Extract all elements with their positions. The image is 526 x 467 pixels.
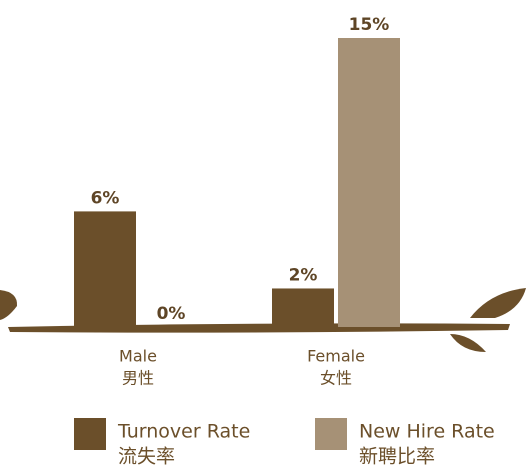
legend-label: Turnover Rate (117, 421, 250, 443)
leaf (470, 288, 526, 318)
category-label: Female (307, 347, 365, 366)
legend-label: New Hire Rate (359, 421, 495, 443)
category-label-zh: 女性 (320, 369, 352, 388)
category-label-zh: 男性 (122, 369, 154, 388)
legend-swatch (74, 418, 106, 450)
legend-label-zh: 新聘比率 (359, 446, 435, 467)
value-label: 0% (157, 304, 186, 324)
legend-label-zh: 流失率 (118, 446, 175, 467)
bar (272, 288, 334, 327)
leaf (450, 334, 486, 352)
leaf (0, 290, 18, 320)
value-label: 15% (349, 15, 390, 35)
value-label: 6% (91, 188, 120, 208)
value-label: 2% (289, 265, 318, 285)
bar (338, 38, 400, 327)
legend-swatch (315, 418, 347, 450)
bar (74, 211, 136, 327)
category-label: Male (119, 347, 157, 366)
